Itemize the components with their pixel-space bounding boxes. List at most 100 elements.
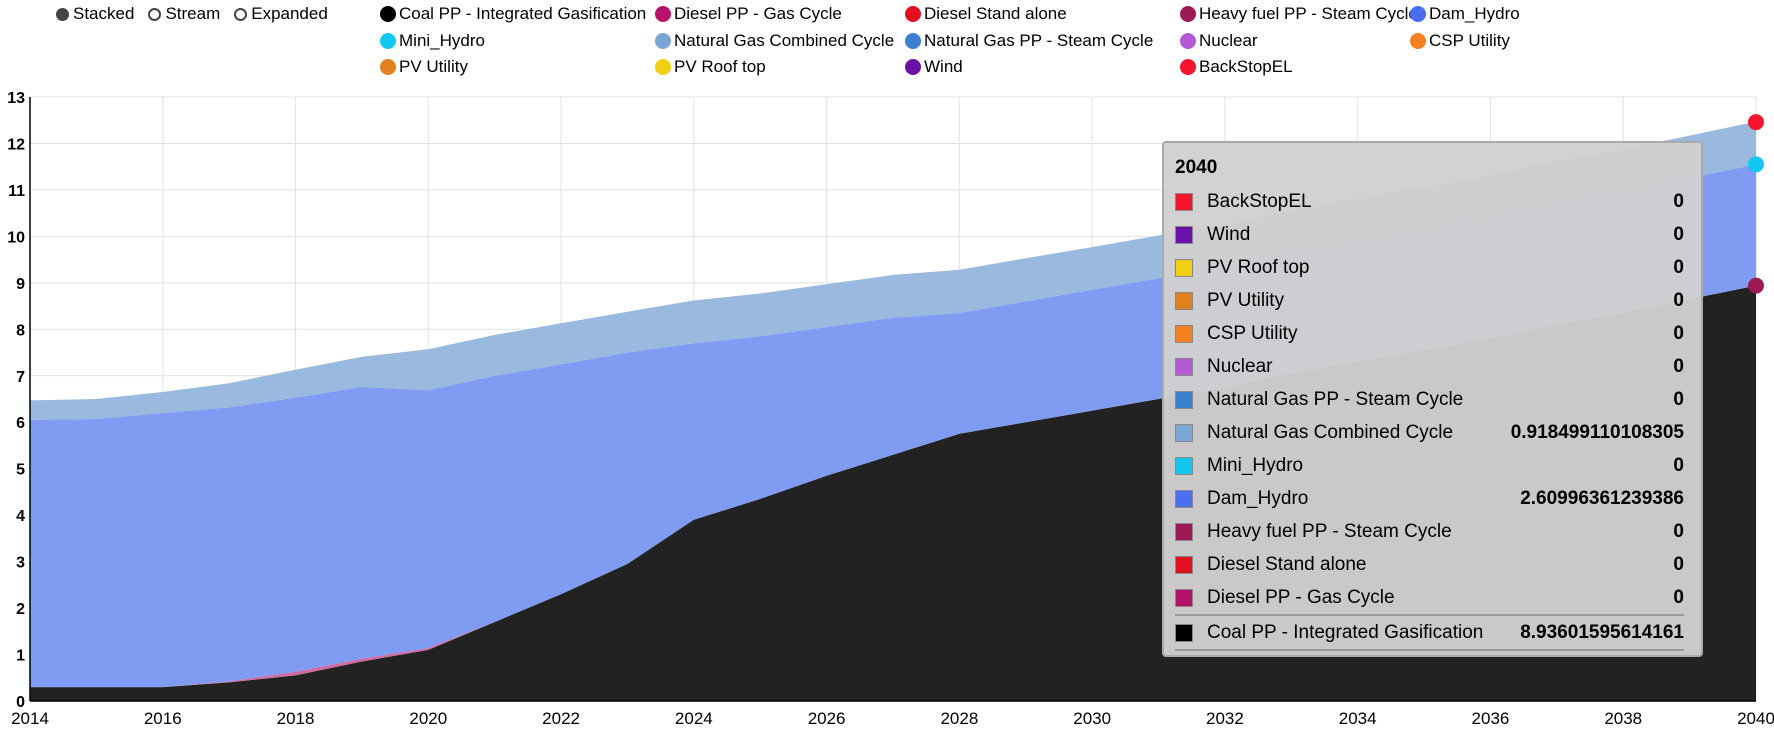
x-tick-label: 2026 — [808, 709, 846, 728]
legend-label: Mini_Hydro — [399, 30, 485, 50]
legend-item[interactable]: Wind — [905, 55, 963, 79]
tooltip-row: BackStopEL 0 — [1175, 185, 1684, 218]
legend-item[interactable]: PV Utility — [380, 55, 468, 79]
legend-label: Diesel PP - Gas Cycle — [674, 4, 842, 23]
legend-item[interactable]: Diesel Stand alone — [905, 2, 1067, 26]
legend-item[interactable]: Dam_Hydro — [1410, 2, 1520, 26]
x-tick-label: 2032 — [1206, 709, 1244, 728]
x-tick-label: 2018 — [277, 709, 315, 728]
legend-label: Coal PP - Integrated Gasification — [399, 4, 647, 23]
legend-dot-icon — [1410, 32, 1426, 49]
tooltip-row: Diesel Stand alone 0 — [1175, 548, 1684, 581]
tooltip-series-name: Nuclear — [1207, 355, 1273, 377]
tooltip-series-name: Coal PP - Integrated Gasification — [1207, 621, 1484, 643]
tooltip-row: Wind 0 — [1175, 218, 1684, 251]
tooltip-series-value: 0 — [1673, 553, 1684, 575]
legend-item[interactable]: Nuclear — [1180, 29, 1258, 53]
legend-label: PV Utility — [399, 57, 468, 76]
tooltip-series-value: 0 — [1673, 388, 1684, 410]
tooltip-row: Natural Gas PP - Steam Cycle 0 — [1175, 383, 1684, 416]
tooltip-series-value: 0 — [1673, 355, 1684, 377]
x-tick-label: 2040 — [1737, 709, 1774, 728]
tooltip-series-value: 0 — [1673, 454, 1684, 476]
legend-label: Diesel Stand alone — [924, 4, 1067, 23]
legend-item[interactable]: Natural Gas PP - Steam Cycle — [905, 29, 1153, 53]
tooltip-swatch-icon — [1175, 390, 1193, 409]
y-tick-label: 5 — [16, 462, 25, 479]
mode-option-stream[interactable]: Stream — [148, 2, 220, 26]
legend-dot-icon — [905, 59, 921, 75]
x-tick-label: 2014 — [11, 709, 49, 728]
tooltip-swatch-icon — [1175, 588, 1193, 607]
radio-icon — [56, 7, 69, 21]
y-tick-label: 11 — [8, 183, 25, 200]
radio-icon — [148, 7, 162, 21]
x-tick-label: 2028 — [940, 709, 978, 728]
y-tick-label: 3 — [16, 555, 25, 572]
radio-icon — [234, 7, 248, 21]
tooltip-series-value: 0 — [1673, 289, 1684, 311]
tooltip-series-value: 0 — [1673, 223, 1684, 245]
y-tick-label: 4 — [16, 508, 25, 525]
tooltip-series-value: 2.60996361239386 — [1520, 487, 1684, 509]
x-tick-label: 2038 — [1604, 709, 1642, 728]
legend-dot-icon — [1180, 59, 1196, 75]
tooltip-series-value: 8.93601595614161 — [1520, 621, 1684, 643]
tooltip-swatch-icon — [1175, 423, 1193, 442]
tooltip-series-name: PV Utility — [1207, 289, 1285, 311]
area-series — [30, 121, 1756, 420]
y-tick-label: 12 — [7, 136, 25, 153]
tooltip-series-name: Diesel PP - Gas Cycle — [1207, 586, 1395, 608]
legend-item[interactable]: Coal PP - Integrated Gasification — [380, 2, 646, 26]
y-tick-label: 13 — [7, 90, 25, 107]
legend-dot-icon — [380, 32, 396, 49]
legend-item[interactable]: CSP Utility — [1410, 29, 1510, 53]
legend-item[interactable]: PV Roof top — [655, 55, 766, 79]
tooltip-row: Nuclear 0 — [1175, 350, 1684, 383]
mode-option-stacked[interactable]: Stacked — [56, 2, 134, 26]
tooltip-series-value: 0 — [1673, 256, 1684, 278]
tooltip-series-name: Wind — [1207, 223, 1251, 245]
tooltip-series-name: Diesel Stand alone — [1207, 553, 1367, 575]
y-tick-label: 8 — [16, 322, 25, 339]
tooltip-series-value: 0.918499110108305 — [1510, 421, 1684, 443]
legend-label: BackStopEL — [1199, 57, 1293, 76]
tooltip-swatch-icon — [1175, 623, 1193, 642]
tooltip-swatch-icon — [1175, 456, 1193, 475]
legend-item[interactable]: Natural Gas Combined Cycle — [655, 29, 894, 53]
tooltip-swatch-icon — [1175, 522, 1193, 541]
tooltip-series-name: PV Roof top — [1207, 256, 1310, 278]
legend-dot-icon — [1180, 32, 1196, 49]
mode-option-expanded[interactable]: Expanded — [234, 2, 328, 26]
tooltip-row: PV Utility 0 — [1175, 284, 1684, 317]
y-tick-label: 10 — [7, 229, 25, 246]
legend-dot-icon — [1180, 6, 1196, 22]
legend-item[interactable]: BackStopEL — [1180, 55, 1293, 79]
legend-label: Natural Gas Combined Cycle — [674, 30, 895, 50]
tooltip-series-value: 0 — [1673, 322, 1684, 344]
legend-item[interactable]: Heavy fuel PP - Steam Cycle — [1180, 2, 1418, 26]
tooltip-swatch-icon — [1175, 357, 1193, 376]
legend-label: Heavy fuel PP - Steam Cycle — [1199, 4, 1418, 23]
hover-marker — [1748, 277, 1764, 294]
legend-item[interactable]: Mini_Hydro — [380, 29, 485, 53]
tooltip-row: Heavy fuel PP - Steam Cycle 0 — [1175, 515, 1684, 548]
tooltip-row: CSP Utility 0 — [1175, 317, 1684, 350]
x-tick-label: 2036 — [1472, 709, 1510, 728]
tooltip-swatch-icon — [1175, 555, 1193, 574]
tooltip-swatch-icon — [1175, 192, 1193, 211]
legend-label: CSP Utility — [1429, 30, 1510, 50]
legend-item[interactable]: Diesel PP - Gas Cycle — [655, 2, 842, 26]
mode-option-label: Stacked — [73, 4, 135, 23]
tooltip-swatch-icon — [1175, 324, 1193, 343]
tooltip-series-name: Mini_Hydro — [1207, 454, 1304, 476]
tooltip-series-name: BackStopEL — [1207, 190, 1312, 212]
legend-label: PV Roof top — [674, 57, 766, 76]
legend-label: Dam_Hydro — [1429, 4, 1520, 23]
tooltip-year: 2040 — [1175, 157, 1218, 178]
legend-dot-icon — [380, 59, 396, 75]
mode-option-label: Stream — [165, 4, 221, 23]
legend-dot-icon — [655, 6, 671, 22]
tooltip-series-name: Dam_Hydro — [1207, 487, 1309, 509]
chart-legend: Coal PP - Integrated Gasification Diesel … — [380, 0, 1774, 90]
